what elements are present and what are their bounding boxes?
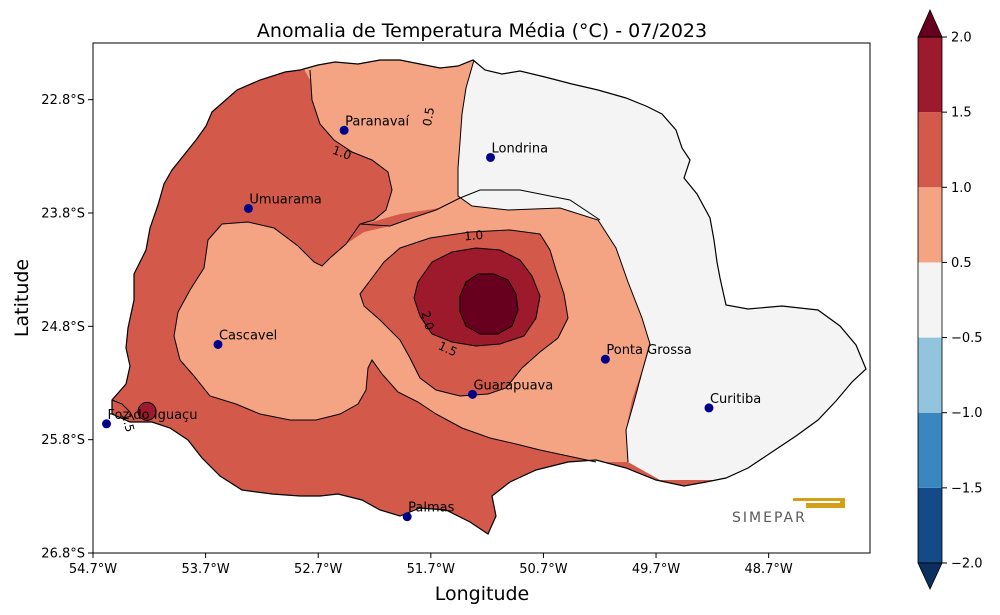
city-label: Foz do Iguaçu — [108, 408, 198, 423]
colorbar-bin — [918, 187, 942, 263]
simepar-logo-mark — [793, 498, 845, 508]
city-dot — [339, 125, 349, 135]
city-marker: Palmas — [402, 501, 455, 522]
city-label: Paranavaí — [345, 114, 409, 129]
x-axis-label: Longitude — [435, 583, 530, 605]
city-dot — [402, 512, 412, 522]
colorbar-bin — [918, 337, 942, 413]
contour-line-1.0-east — [359, 189, 601, 227]
x-tick-label: 53.7°W — [181, 562, 229, 577]
y-axis-label: Latitude — [11, 259, 33, 337]
city-marker: Cascavel — [213, 328, 277, 349]
contour-label: 1.0 — [330, 143, 353, 163]
contour-label: 0.5 — [420, 106, 437, 127]
contour-label: 1.5 — [119, 412, 137, 434]
city-dot — [102, 419, 112, 429]
contour-lines-group — [111, 59, 651, 463]
y-tick-label: 25.8°S — [41, 433, 85, 448]
contour-line-1.5-southwest — [111, 399, 135, 421]
city-dot — [486, 152, 496, 162]
colorbar-bin — [918, 412, 942, 488]
contour-label-text: 2.0 — [418, 310, 436, 332]
contour-label: 2.0 — [418, 310, 436, 332]
city-marker: Foz do Iguaçu — [102, 408, 197, 429]
colorbar-tick-label: −2.0 — [951, 557, 983, 572]
cities-layer: Paranavaí Londrina Umuarama Cascavel Ponta G… — [102, 114, 761, 522]
colorbar-tick-label: 2.0 — [951, 31, 972, 46]
colorbar-tick-label: −0.5 — [951, 331, 983, 346]
city-dot — [600, 354, 610, 364]
city-label: Umuarama — [249, 192, 321, 207]
city-label: Palmas — [408, 501, 454, 516]
parana-state-outline — [111, 59, 867, 535]
city-marker: Ponta Grossa — [600, 343, 692, 364]
colorbar-tick-label: 0.5 — [951, 256, 972, 271]
city-label: Guarapuava — [473, 378, 553, 393]
x-tick-label: 52.7°W — [294, 562, 342, 577]
x-axis-ticks: 54.7°W 53.7°W 52.7°W 51.7°W 50.7°W 49.7°W 48.7… — [69, 553, 793, 577]
contour-label-text: 1.0 — [463, 228, 483, 244]
contour-label-text: 1.5 — [119, 412, 137, 434]
colorbar-bin — [918, 487, 942, 563]
city-marker: Londrina — [486, 141, 548, 162]
contour-line-2.0-core — [413, 247, 541, 347]
city-marker: Guarapuava — [467, 378, 553, 399]
contour-line-inner-core — [459, 273, 519, 335]
x-tick-label: 51.7°W — [407, 562, 455, 577]
colorbar-tick-label: −1.0 — [951, 406, 983, 421]
colorbar-tick-label: −1.5 — [951, 481, 983, 496]
city-dot — [467, 389, 477, 399]
colorbar-extend-min — [917, 562, 943, 590]
y-tick-label: 22.8°S — [41, 93, 85, 108]
contour-line-1.5-core — [359, 229, 569, 397]
city-dot — [243, 203, 253, 213]
city-marker: Curitiba — [704, 392, 761, 413]
colorbar-bin — [918, 262, 942, 338]
y-tick-label: 23.8°S — [41, 207, 85, 222]
x-tick-label: 48.7°W — [744, 562, 792, 577]
x-tick-label: 50.7°W — [519, 562, 567, 577]
colorbar-tick-label: 1.0 — [951, 181, 972, 196]
colorbar-tick-label: 1.5 — [951, 106, 972, 121]
x-tick-label: 49.7°W — [632, 562, 680, 577]
colorbar-frame — [917, 36, 943, 564]
contour-line-1.0-central — [173, 221, 597, 463]
highlight-layer — [137, 401, 157, 421]
city-label: Curitiba — [710, 392, 761, 407]
city-label: Cascavel — [219, 328, 277, 343]
anomaly-fill-core-over-2.0 — [460, 274, 518, 334]
city-marker: Umuarama — [243, 192, 322, 213]
y-tick-label: 24.8°S — [41, 320, 85, 335]
y-tick-label: 26.8°S — [41, 547, 85, 562]
city-dot — [704, 403, 714, 413]
colorbar-bin — [918, 112, 942, 188]
city-label: Ponta Grossa — [606, 343, 691, 358]
chart-title: Anomalia de Temperatura Média (°C) - 07/… — [257, 20, 707, 42]
city-label: Londrina — [492, 141, 549, 156]
highlight-anomaly-marker — [137, 401, 157, 421]
simepar-logo: SIMEPAR — [732, 498, 845, 526]
city-marker: Paranavaí — [339, 114, 410, 135]
contour-label-text: 1.0 — [330, 143, 353, 163]
contour-label: 1.0 — [463, 228, 483, 244]
x-tick-label: 54.7°W — [69, 562, 117, 577]
simepar-logo-text: SIMEPAR — [732, 510, 807, 526]
contour-line-1.0-north — [309, 69, 393, 225]
y-axis-ticks: 22.8°S 23.8°S 24.8°S 25.8°S 26.8°S — [41, 93, 93, 562]
city-dot — [213, 339, 223, 349]
contour-line-0.5 — [457, 59, 651, 463]
colorbar-extend-max — [917, 9, 943, 38]
contour-label-text: 0.5 — [420, 106, 437, 127]
colorbar: −2.0 −1.5 −1.0 −0.5 0.5 1.0 1.5 2.0 — [917, 9, 983, 590]
colorbar-bin — [918, 37, 942, 113]
